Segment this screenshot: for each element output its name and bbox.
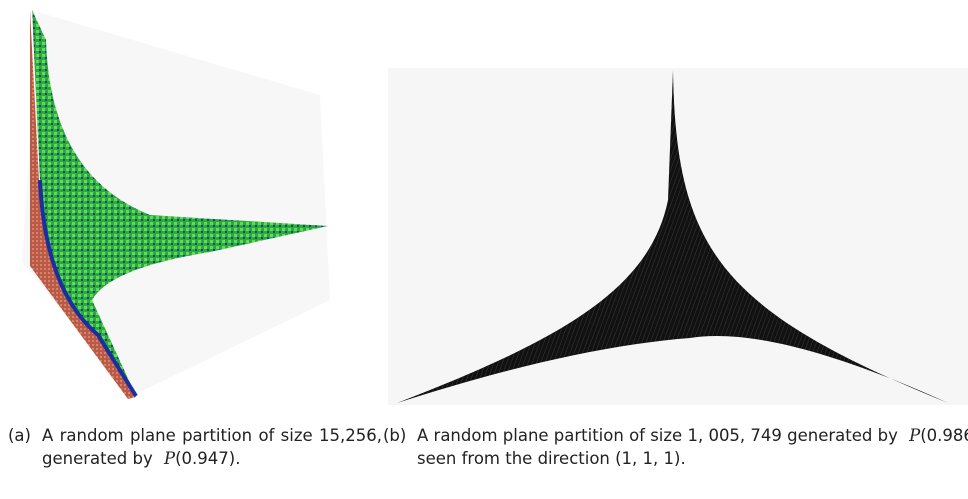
image-a <box>22 10 330 399</box>
caption-math: P <box>163 449 176 468</box>
caption-text: (0.9866), seen from the direction (1, 1,… <box>417 426 968 468</box>
caption: (b) A random plane partition of size 1, 0… <box>383 424 968 470</box>
caption-label: (b) <box>383 426 407 445</box>
caption-text: (0.947). <box>175 449 241 468</box>
caption-text: A random plane partition of size 1, 005,… <box>417 426 898 445</box>
caption-label: (a) <box>8 426 31 445</box>
caption-text: A random plane partition of size 15,256,… <box>42 426 382 468</box>
image-b <box>388 68 968 405</box>
caption: (a) A random plane partition of size 15,2… <box>8 424 382 470</box>
caption-math: P <box>909 426 921 445</box>
